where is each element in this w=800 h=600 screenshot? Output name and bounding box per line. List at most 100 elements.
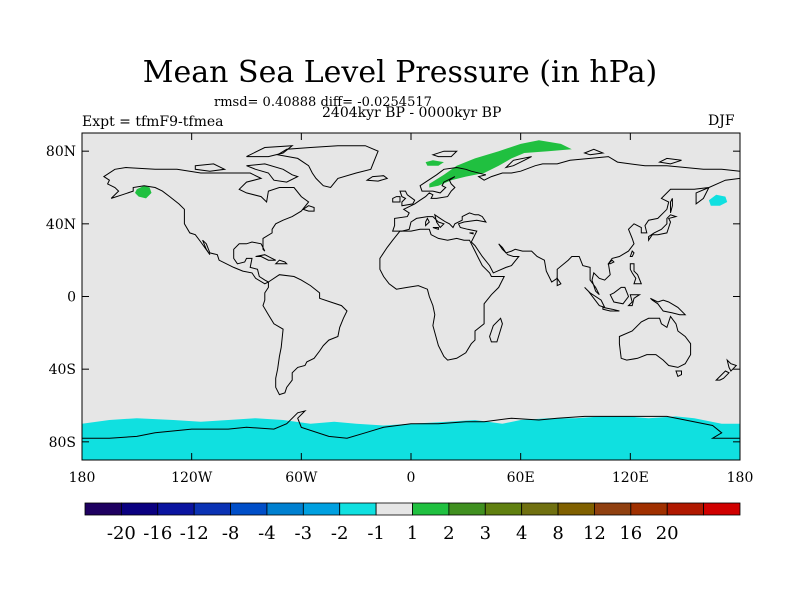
lon-tick-label: 180 bbox=[69, 470, 96, 486]
iceland-positive-region bbox=[425, 160, 444, 166]
philippines-coastline bbox=[629, 263, 643, 285]
colorbar-label: -20 bbox=[107, 523, 136, 544]
axis-tick-labels: 80N 40N 0 40S 80S 180 120W 60W 0 60E 120E 180 bbox=[46, 144, 753, 486]
java-coastline bbox=[602, 306, 620, 312]
experiment-label: Expt = tfmF9-tfmea bbox=[82, 114, 224, 130]
lat-tick-label: 0 bbox=[67, 290, 76, 306]
newfoundland-coastline bbox=[302, 205, 315, 212]
stats-label: rmsd= 0.40888 diff= -0.0254517 bbox=[214, 95, 432, 110]
taiwan-coastline bbox=[629, 250, 635, 257]
australia-coastline bbox=[618, 315, 692, 368]
north-america-coastline bbox=[102, 166, 310, 285]
period-label: 2404kyr BP - 0000kyr BP bbox=[322, 105, 502, 121]
antarctica-coastline bbox=[82, 409, 740, 439]
colorbar-swatch bbox=[666, 502, 705, 516]
scandinavia-siberia-positive-region bbox=[429, 140, 572, 188]
new-siberian-islands-coastline bbox=[658, 157, 682, 165]
sardinia-corsica-coastline bbox=[425, 217, 430, 227]
new-zealand-south-coastline bbox=[714, 370, 730, 381]
colorbar-label: 4 bbox=[516, 523, 527, 544]
colorbar-label: 8 bbox=[552, 523, 563, 544]
sumatra-coastline bbox=[584, 287, 606, 309]
lat-tick-label: 40N bbox=[46, 217, 76, 233]
lon-tick-label: 120E bbox=[612, 470, 649, 486]
tasmania-coastline bbox=[675, 370, 682, 378]
new-zealand-north-coastline bbox=[726, 358, 738, 372]
eurasia-coastline bbox=[391, 156, 740, 296]
colorbar-swatch bbox=[412, 502, 450, 516]
africa-coastline bbox=[379, 228, 506, 361]
novaya-zemlya-coastline bbox=[504, 156, 532, 169]
colorbar-swatch bbox=[266, 502, 304, 516]
ireland-coastline bbox=[392, 196, 401, 203]
lon-tick-label: 60W bbox=[285, 470, 318, 486]
colorbar-label: 3 bbox=[480, 523, 491, 544]
season-label: DJF bbox=[708, 113, 735, 129]
map-background bbox=[82, 133, 740, 460]
colorbar-swatch bbox=[594, 502, 632, 516]
colorbar-swatch bbox=[448, 502, 486, 516]
sicily-coastline bbox=[432, 227, 439, 230]
colorbar-swatch bbox=[557, 502, 595, 516]
colorbar-label: -3 bbox=[295, 523, 313, 544]
cuba-coastline bbox=[255, 254, 276, 261]
colorbar-swatch bbox=[375, 502, 413, 516]
colorbar-swatch bbox=[120, 502, 159, 516]
page-title: Mean Sea Level Pressure (in hPa) bbox=[142, 55, 658, 90]
sulawesi-coastline bbox=[627, 294, 642, 307]
colorbar-label: -12 bbox=[180, 523, 209, 544]
colorbar-swatch bbox=[84, 502, 122, 516]
lon-tick-label: 180 bbox=[727, 470, 754, 486]
axis-ticks bbox=[81, 133, 741, 460]
coastlines bbox=[82, 145, 740, 439]
colorbar-label: -8 bbox=[222, 523, 240, 544]
sakhalin-coastline bbox=[670, 198, 673, 214]
baffin-coastline bbox=[246, 163, 300, 183]
colorbar-label: 20 bbox=[656, 523, 679, 544]
lat-tick-label: 80S bbox=[49, 435, 76, 451]
colorbar-label: 2 bbox=[443, 523, 454, 544]
lat-tick-label: 80N bbox=[46, 144, 76, 160]
uk-coastline bbox=[399, 190, 416, 207]
colorbar-label: -16 bbox=[143, 523, 172, 544]
svalbard-coastline bbox=[431, 150, 458, 158]
gulf-of-alaska-positive-region bbox=[135, 185, 152, 199]
colorbar-swatch bbox=[630, 502, 668, 516]
colorbar-label: -2 bbox=[331, 523, 349, 544]
colorbar-label: 1 bbox=[407, 523, 418, 544]
victoria-island-coastline bbox=[194, 163, 227, 172]
colorbar-swatch bbox=[484, 502, 523, 516]
colorbar-swatch bbox=[193, 502, 231, 516]
colorbar-labels: -20 -16 -12 -8 -4 -3 -2 -1 1 2 3 4 8 12 16 20 bbox=[107, 523, 679, 544]
north-pacific-negative-region bbox=[708, 194, 728, 206]
colorbar-label: -4 bbox=[258, 523, 276, 544]
south-america-coastline bbox=[262, 274, 348, 396]
hispaniola-coastline bbox=[274, 259, 288, 265]
ellesmere-coastline bbox=[246, 145, 294, 158]
colorbar bbox=[84, 502, 741, 516]
new-guinea-coastline bbox=[650, 297, 687, 316]
sri-lanka-coastline bbox=[556, 276, 562, 287]
severnaya-zemlya-coastline bbox=[583, 148, 605, 156]
lon-tick-label: 60E bbox=[507, 470, 535, 486]
colorbar-label: 12 bbox=[583, 523, 606, 544]
greenland-coastline bbox=[276, 145, 379, 189]
colorbar-swatch bbox=[157, 502, 195, 516]
borneo-coastline bbox=[609, 286, 630, 305]
madagascar-coastline bbox=[489, 317, 503, 343]
lon-tick-label: 0 bbox=[407, 470, 416, 486]
colorbar-swatch bbox=[302, 502, 341, 516]
colorbar-label: 16 bbox=[619, 523, 642, 544]
lon-tick-label: 120W bbox=[171, 470, 213, 486]
lat-tick-label: 40S bbox=[49, 362, 76, 378]
iceland-coastline bbox=[365, 175, 389, 182]
colorbar-label: -1 bbox=[367, 523, 385, 544]
colorbar-swatch bbox=[521, 502, 559, 516]
japan-coastline bbox=[648, 214, 678, 242]
hainan-coastline bbox=[607, 259, 615, 265]
colorbar-swatch bbox=[339, 502, 377, 516]
colorbar-swatch bbox=[230, 502, 268, 516]
colorbar-swatch bbox=[703, 502, 741, 516]
crete-cyprus-coastline bbox=[469, 232, 474, 235]
